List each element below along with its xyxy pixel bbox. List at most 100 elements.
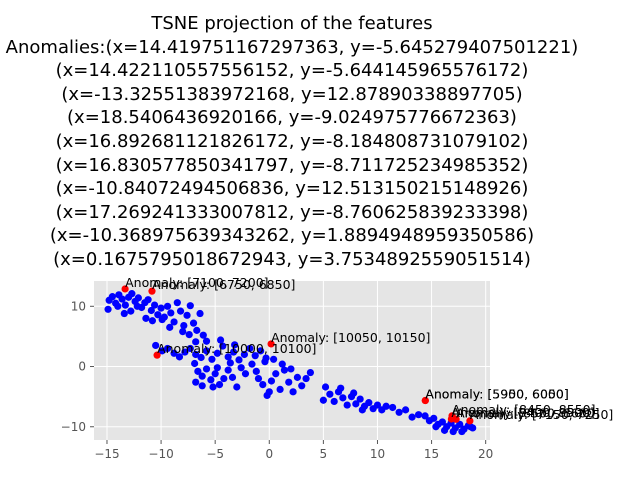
data-point bbox=[233, 383, 241, 391]
data-point bbox=[261, 358, 269, 366]
data-point bbox=[208, 355, 216, 363]
data-point bbox=[166, 323, 174, 331]
data-point bbox=[163, 302, 172, 310]
data-point bbox=[198, 382, 206, 390]
data-point bbox=[157, 304, 165, 312]
anomaly-point bbox=[466, 417, 474, 425]
y-tick-label: 0 bbox=[78, 360, 86, 374]
data-point bbox=[196, 309, 204, 318]
data-point bbox=[209, 383, 217, 391]
data-point bbox=[220, 374, 228, 383]
data-point bbox=[191, 359, 199, 368]
chart-title: TSNE projection of the features Anomalies… bbox=[0, 12, 584, 272]
y-tick-label: −10 bbox=[61, 420, 86, 434]
data-point bbox=[183, 311, 191, 319]
anomaly-label: Anomaly: [5950, 6050] bbox=[425, 387, 568, 402]
data-point bbox=[231, 341, 239, 349]
data-point bbox=[330, 397, 338, 406]
data-point bbox=[127, 307, 135, 315]
data-point bbox=[432, 423, 440, 431]
data-point bbox=[389, 403, 397, 412]
data-point bbox=[114, 302, 122, 310]
data-point bbox=[226, 359, 234, 367]
anomaly-point bbox=[153, 351, 161, 359]
data-point bbox=[173, 299, 181, 307]
data-point bbox=[276, 385, 284, 394]
data-point bbox=[252, 367, 260, 375]
data-point bbox=[120, 309, 128, 318]
data-point bbox=[251, 352, 259, 360]
data-point bbox=[104, 305, 112, 313]
anomaly-point bbox=[452, 415, 460, 423]
data-point bbox=[202, 365, 211, 373]
data-point bbox=[202, 347, 211, 355]
data-point bbox=[213, 364, 221, 372]
title-line: (x=16.892681121826172, y=-8.184808731079… bbox=[55, 130, 529, 152]
data-point bbox=[128, 290, 136, 298]
title-line: (x=16.830577850341797, y=-8.711725234985… bbox=[55, 154, 529, 176]
data-point bbox=[265, 388, 273, 396]
anomaly-point bbox=[121, 285, 129, 293]
data-point bbox=[319, 396, 327, 404]
x-tick-label: −5 bbox=[206, 447, 224, 461]
data-point bbox=[224, 353, 232, 361]
data-point bbox=[395, 408, 403, 416]
anomaly-label: Anomaly: [5900, 6000] bbox=[425, 387, 568, 402]
x-tick-label: −10 bbox=[148, 447, 173, 461]
anomaly-label: Anomaly: [10050, 10150] bbox=[271, 330, 430, 345]
data-point bbox=[192, 378, 200, 386]
data-point bbox=[175, 353, 184, 361]
data-point bbox=[350, 389, 358, 397]
data-point bbox=[213, 349, 221, 357]
data-point bbox=[134, 294, 142, 302]
title-line: (x=-13.32551383972168, y=12.878903388977… bbox=[61, 83, 523, 105]
data-point bbox=[179, 327, 187, 336]
data-point bbox=[121, 301, 129, 309]
data-point bbox=[185, 331, 193, 339]
data-point bbox=[237, 364, 245, 372]
anomaly-label: Anomaly: [8400, 8500] bbox=[451, 405, 594, 420]
data-point bbox=[272, 370, 280, 378]
data-point bbox=[285, 378, 293, 386]
x-tick-label: 5 bbox=[320, 447, 328, 461]
data-point bbox=[202, 337, 211, 345]
data-point bbox=[438, 418, 446, 426]
data-point bbox=[197, 353, 205, 362]
data-point bbox=[373, 401, 382, 409]
data-point bbox=[257, 347, 265, 355]
data-point bbox=[240, 350, 248, 359]
data-point bbox=[254, 374, 263, 383]
data-point bbox=[216, 336, 225, 344]
title-line: (x=-10.84072494506836, y=12.513150215148… bbox=[55, 178, 529, 200]
data-point bbox=[421, 412, 429, 420]
data-point bbox=[456, 420, 464, 428]
data-point bbox=[246, 344, 254, 353]
data-point bbox=[302, 374, 310, 383]
data-point bbox=[358, 406, 366, 414]
data-point bbox=[150, 301, 159, 309]
data-point bbox=[192, 338, 200, 346]
data-point bbox=[144, 296, 152, 304]
anomaly-label: Anomaly: [8450, 8550] bbox=[452, 402, 595, 417]
data-point bbox=[229, 348, 238, 356]
x-tick-label: 20 bbox=[478, 447, 493, 461]
data-point bbox=[235, 356, 243, 364]
title-line: (x=17.269241333007812, y=-8.760625839233… bbox=[55, 201, 529, 223]
x-tick-label: −15 bbox=[94, 447, 119, 461]
title-line: (x=0.1675795018672943, y=3.7534892559051… bbox=[53, 248, 531, 270]
data-point bbox=[211, 370, 219, 378]
data-point bbox=[466, 423, 475, 431]
data-point bbox=[293, 373, 302, 381]
data-point bbox=[219, 342, 227, 350]
data-point bbox=[170, 318, 178, 326]
data-point bbox=[163, 344, 172, 353]
title-line: (x=-10.368975639343262, y=1.889494895935… bbox=[49, 225, 535, 247]
data-point bbox=[267, 377, 276, 385]
data-point bbox=[339, 394, 347, 402]
data-point bbox=[289, 388, 297, 396]
data-point bbox=[152, 341, 160, 350]
data-point bbox=[343, 401, 351, 409]
data-point bbox=[176, 307, 185, 315]
data-point bbox=[215, 380, 224, 389]
